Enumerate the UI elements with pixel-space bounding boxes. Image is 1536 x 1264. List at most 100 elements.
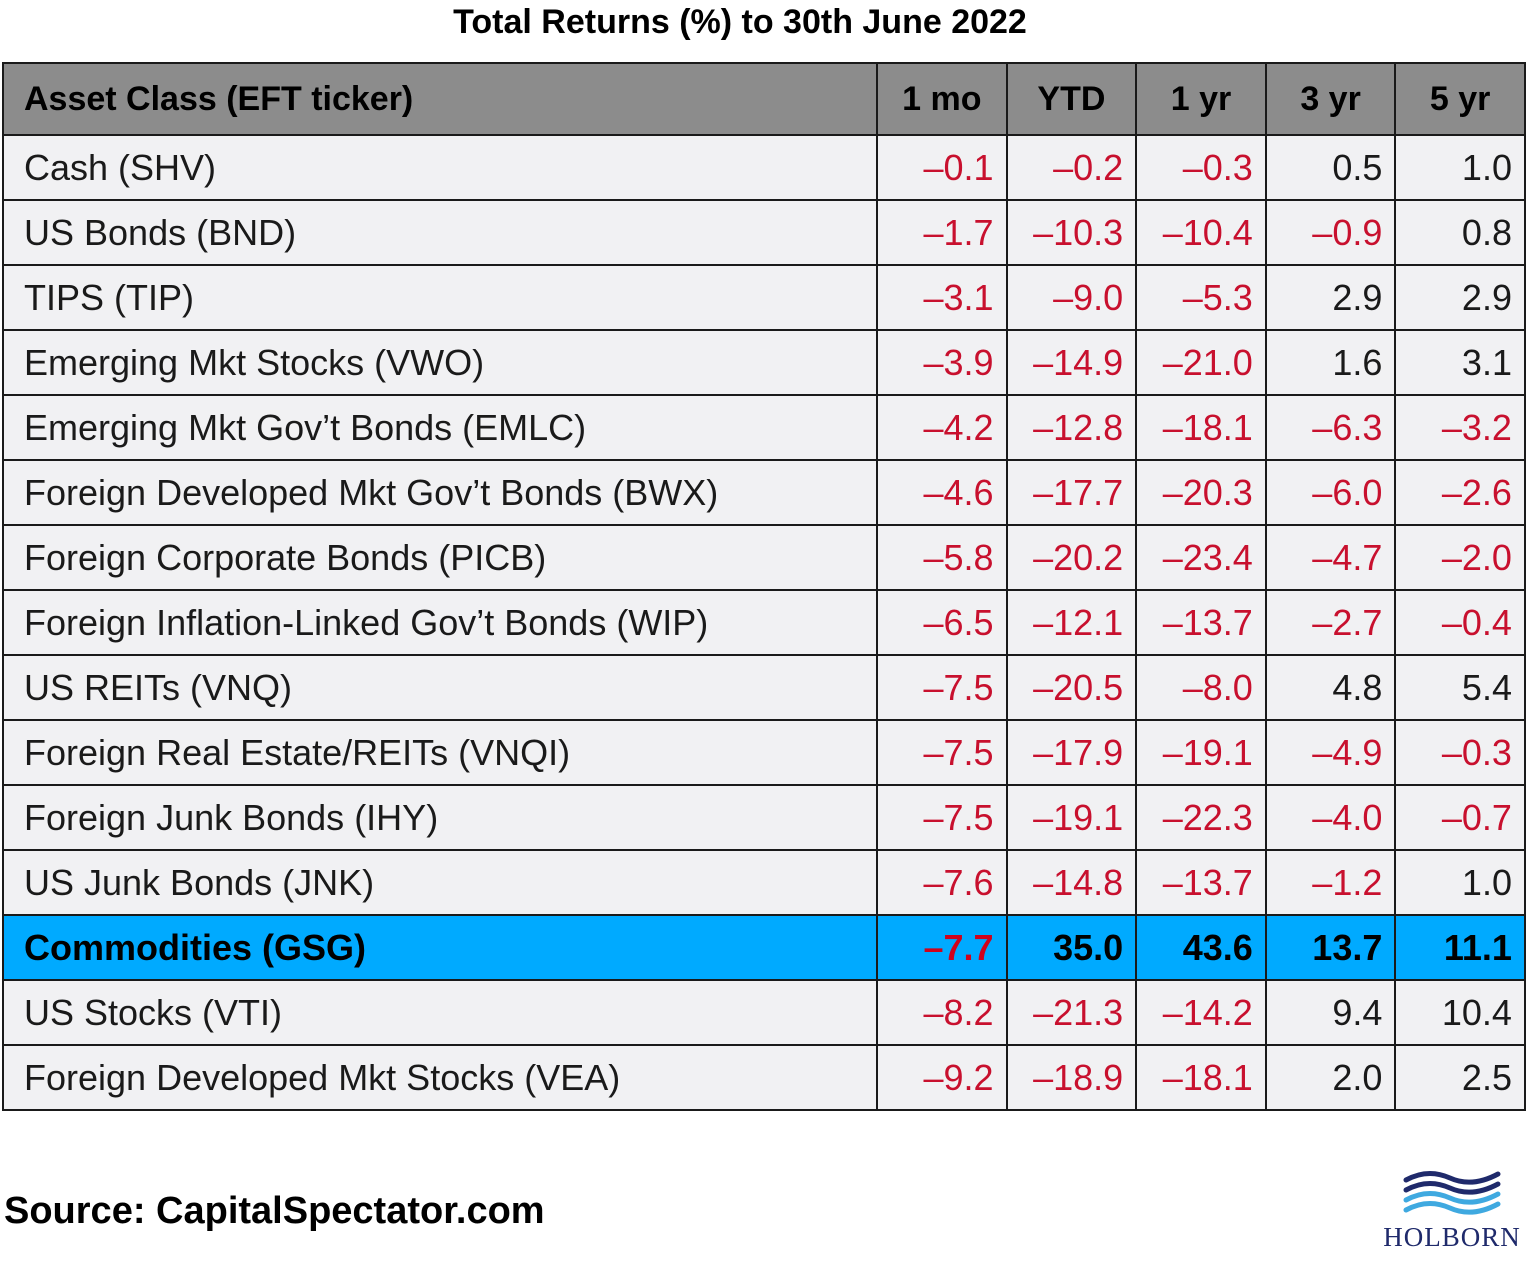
return-cell-ytd: –19.1 [1005,784,1138,851]
return-cell-1-yr: –21.0 [1135,329,1267,396]
return-cell-1-yr: –23.4 [1135,524,1267,591]
return-cell-ytd: –10.3 [1005,199,1138,266]
return-cell-1-mo: –7.7 [876,914,1008,981]
return-cell-5-yr: 2.9 [1394,264,1526,331]
table-row: Foreign Real Estate/REITs (VNQI) –7.5 –17.… [2,719,1526,786]
return-cell-ytd: –20.2 [1005,524,1138,591]
return-cell-3-yr: 1.6 [1264,329,1397,396]
return-cell-3-yr: –0.9 [1264,199,1397,266]
table-row: Foreign Developed Mkt Stocks (VEA) –9.2 –1… [2,1044,1526,1111]
asset-class-cell: US Junk Bonds (JNK) [2,849,878,916]
return-cell-3-yr: 0.5 [1264,134,1397,201]
return-cell-3-yr: –2.7 [1264,589,1397,656]
return-cell-1-mo: –4.6 [876,459,1008,526]
return-cell-3-yr: –4.9 [1264,719,1397,786]
table-row: US Bonds (BND) –1.7 –10.3 –10.4 –0.9 0.8 [2,199,1526,266]
column-header-5-yr: 5 yr [1394,62,1526,136]
return-cell-1-mo: –6.5 [876,589,1008,656]
return-cell-1-mo: –1.7 [876,199,1008,266]
return-cell-5-yr: –3.2 [1394,394,1526,461]
return-cell-1-yr: –0.3 [1135,134,1267,201]
return-cell-1-mo: –5.8 [876,524,1008,591]
return-cell-5-yr: –0.7 [1394,784,1526,851]
return-cell-1-yr: –19.1 [1135,719,1267,786]
column-header-1-mo: 1 mo [876,62,1008,136]
return-cell-ytd: –12.1 [1005,589,1138,656]
waves-icon [1403,1171,1501,1215]
return-cell-3-yr: –6.3 [1264,394,1397,461]
return-cell-ytd: –20.5 [1005,654,1138,721]
return-cell-1-mo: –8.2 [876,979,1008,1046]
return-cell-ytd: –0.2 [1005,134,1138,201]
header-row: Asset Class (EFT ticker) 1 mo YTD 1 yr 3… [2,62,1526,136]
asset-class-cell: Foreign Developed Mkt Stocks (VEA) [2,1044,878,1111]
asset-class-cell: Foreign Real Estate/REITs (VNQI) [2,719,878,786]
return-cell-1-yr: –13.7 [1135,849,1267,916]
return-cell-1-mo: –7.5 [876,654,1008,721]
return-cell-5-yr: 1.0 [1394,849,1526,916]
column-header-ytd: YTD [1005,62,1138,136]
return-cell-1-mo: –0.1 [876,134,1008,201]
table-row: Foreign Corporate Bonds (PICB) –5.8 –20.2–… [2,524,1526,591]
logo-wordmark: HOLBORN [1383,1222,1521,1252]
asset-class-cell: TIPS (TIP) [2,264,878,331]
asset-class-cell: Emerging Mkt Gov’t Bonds (EMLC) [2,394,878,461]
return-cell-3-yr: 4.8 [1264,654,1397,721]
table-row: TIPS (TIP) –3.1 –9.0 –5.3 2.9 2.9 [2,264,1526,331]
return-cell-3-yr: –6.0 [1264,459,1397,526]
return-cell-ytd: –14.9 [1005,329,1138,396]
return-cell-5-yr: 3.1 [1394,329,1526,396]
return-cell-3-yr: 9.4 [1264,979,1397,1046]
asset-class-cell: Cash (SHV) [2,134,878,201]
return-cell-ytd: –17.7 [1005,459,1138,526]
return-cell-5-yr: 10.4 [1394,979,1526,1046]
table-header: Asset Class (EFT ticker) 1 mo YTD 1 yr 3… [2,62,1526,136]
asset-class-cell: Foreign Corporate Bonds (PICB) [2,524,878,591]
return-cell-5-yr: 0.8 [1394,199,1526,266]
return-cell-5-yr: –2.0 [1394,524,1526,591]
source-note: Source: CapitalSpectator.com [4,1190,545,1232]
table-row: Foreign Inflation-Linked Gov’t Bonds (WI… [2,589,1526,656]
return-cell-1-mo: –3.9 [876,329,1008,396]
return-cell-ytd: –14.8 [1005,849,1138,916]
return-cell-ytd: –17.9 [1005,719,1138,786]
return-cell-1-yr: –14.2 [1135,979,1267,1046]
holborn-logo: HOLBORN [1376,1166,1528,1256]
table-row: Foreign Developed Mkt Gov’t Bonds (BWX) –… [2,459,1526,526]
return-cell-1-mo: –7.5 [876,784,1008,851]
table-body: Cash (SHV) –0.1 –0.2 –0.3 0.5 1.0 US Bonds (BN… [2,134,1526,1111]
return-cell-3-yr: 2.9 [1264,264,1397,331]
return-cell-1-mo: –3.1 [876,264,1008,331]
return-cell-5-yr: –0.4 [1394,589,1526,656]
return-cell-5-yr: –2.6 [1394,459,1526,526]
asset-class-cell: Foreign Developed Mkt Gov’t Bonds (BWX) [2,459,878,526]
table-row: Emerging Mkt Gov’t Bonds (EMLC) –4.2 –12.8… [2,394,1526,461]
asset-class-cell: Foreign Junk Bonds (IHY) [2,784,878,851]
table-row: Emerging Mkt Stocks (VWO) –3.9 –14.9 –21.0 1… [2,329,1526,396]
table-row: US REITs (VNQ) –7.5 –20.5 –8.0 4.8 5.4 [2,654,1526,721]
return-cell-5-yr: 11.1 [1394,914,1526,981]
return-cell-1-yr: 43.6 [1135,914,1267,981]
return-cell-3-yr: 13.7 [1264,914,1397,981]
return-cell-3-yr: 2.0 [1264,1044,1397,1111]
chart-title: Total Returns (%) to 30th June 2022 [453,3,1027,41]
return-cell-1-mo: –9.2 [876,1044,1008,1111]
table-row: Foreign Junk Bonds (IHY) –7.5 –19.1 –22.3 –4… [2,784,1526,851]
return-cell-1-yr: –13.7 [1135,589,1267,656]
return-cell-5-yr: 5.4 [1394,654,1526,721]
return-cell-ytd: 35.0 [1005,914,1138,981]
return-cell-1-mo: –7.6 [876,849,1008,916]
column-header-asset-class: Asset Class (EFT ticker) [2,62,878,136]
table-row: Commodities (GSG) –7.7 35.0 43.6 13.7 11.1 [2,914,1526,981]
return-cell-1-yr: –20.3 [1135,459,1267,526]
return-cell-ytd: –18.9 [1005,1044,1138,1111]
return-cell-1-mo: –4.2 [876,394,1008,461]
returns-table: Asset Class (EFT ticker) 1 mo YTD 1 yr 3… [2,62,1526,1111]
return-cell-1-yr: –5.3 [1135,264,1267,331]
table-row: Cash (SHV) –0.1 –0.2 –0.3 0.5 1.0 [2,134,1526,201]
table-row: US Junk Bonds (JNK) –7.6 –14.8 –13.7 –1.2 1.0 [2,849,1526,916]
return-cell-1-yr: –18.1 [1135,1044,1267,1111]
return-cell-3-yr: –4.7 [1264,524,1397,591]
return-cell-3-yr: –1.2 [1264,849,1397,916]
table-row: US Stocks (VTI) –8.2 –21.3 –14.2 9.4 10.4 [2,979,1526,1046]
